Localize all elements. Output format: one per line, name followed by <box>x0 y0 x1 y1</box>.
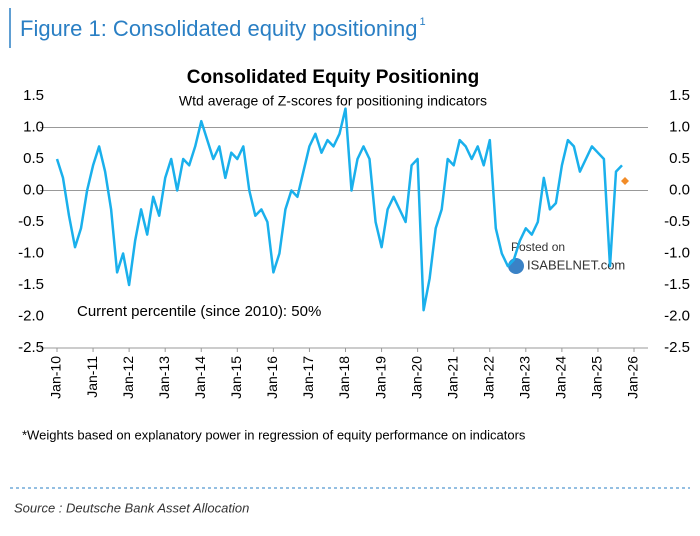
x-tick-label: Jan-26 <box>625 356 641 399</box>
y-tick-label: 1.0 <box>23 118 44 135</box>
x-tick-label: Jan-10 <box>48 356 64 399</box>
x-tick-label: Jan-18 <box>336 356 352 399</box>
y-tick-label: 0.5 <box>23 150 44 167</box>
x-tick-label: Jan-21 <box>444 356 460 399</box>
x-tick-label: Jan-11 <box>84 356 100 398</box>
x-tick-label: Jan-16 <box>264 356 280 399</box>
figure-title-note: 1 <box>419 16 425 28</box>
x-tick-label: Jan-13 <box>156 356 172 399</box>
latest-point <box>620 177 629 186</box>
y2-tick-label: -1.5 <box>664 276 690 293</box>
y2-tick-label: -2.0 <box>664 307 690 324</box>
x-tick-label: Jan-22 <box>480 356 496 399</box>
figure-title: Figure 1: Consolidated equity positionin… <box>20 16 417 41</box>
y-tick-label: -1.0 <box>18 244 44 261</box>
y-tick-label: -2.5 <box>18 339 44 356</box>
y2-tick-label: 1.0 <box>669 118 690 135</box>
y-tick-label: 1.5 <box>23 87 44 104</box>
x-tick-label: Jan-12 <box>120 356 136 399</box>
source: Source : Deutsche Bank Asset Allocation <box>14 500 249 515</box>
watermark: Posted on <box>511 240 565 254</box>
footnote: *Weights based on explanatory power in r… <box>22 427 526 442</box>
x-tick-label: Jan-17 <box>300 356 316 399</box>
y2-tick-label: -2.5 <box>664 339 690 356</box>
annotation: Current percentile (since 2010): 50% <box>77 303 321 320</box>
chart-title: Consolidated Equity Positioning <box>187 67 479 88</box>
y2-tick-label: -0.5 <box>664 213 690 230</box>
x-tick-label: Jan-14 <box>192 356 208 399</box>
x-tick-label: Jan-19 <box>372 356 388 399</box>
watermark: ISABELNET.com <box>527 257 625 272</box>
y-tick-label: -0.5 <box>18 213 44 230</box>
x-tick-label: Jan-23 <box>517 356 533 399</box>
line-series <box>55 107 623 312</box>
y2-tick-label: 1.5 <box>669 87 690 104</box>
y2-tick-label: -1.0 <box>664 244 690 261</box>
y2-tick-label: 0.0 <box>669 181 690 198</box>
chart-subtitle: Wtd average of Z-scores for positioning … <box>179 93 487 109</box>
y-tick-label: 0.0 <box>23 181 44 198</box>
x-tick-label: Jan-20 <box>408 356 424 399</box>
x-tick-label: Jan-24 <box>553 356 569 399</box>
y2-tick-label: 0.5 <box>669 150 690 167</box>
y-tick-label: -2.0 <box>18 307 44 324</box>
x-tick-label: Jan-15 <box>228 356 244 399</box>
watermark-logo <box>508 258 524 274</box>
y-tick-label: -1.5 <box>18 276 44 293</box>
x-tick-label: Jan-25 <box>589 356 605 399</box>
